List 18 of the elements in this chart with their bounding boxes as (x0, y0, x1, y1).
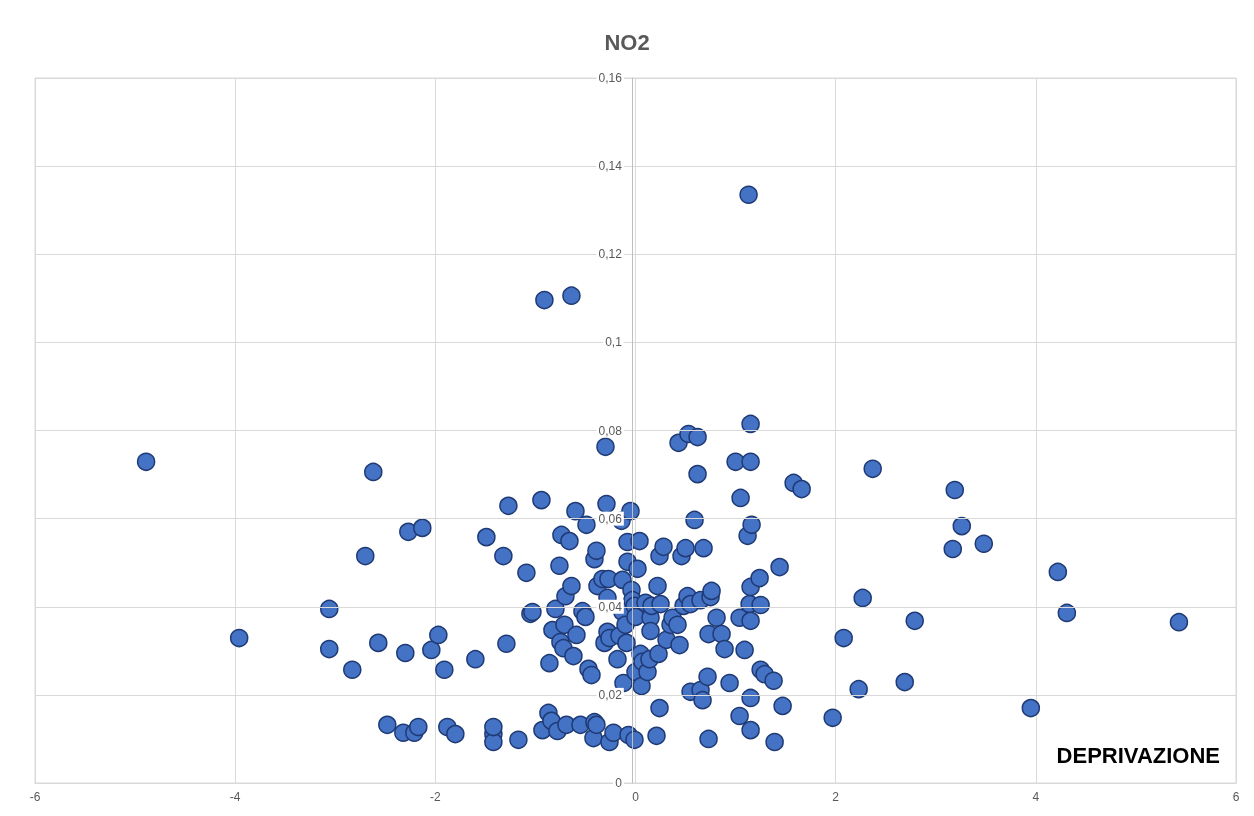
y-tick-label: 0 (615, 776, 623, 790)
y-tick-label: 0,16 (598, 71, 623, 85)
y-tick-label: 0,06 (598, 511, 623, 526)
chart-title: NO2 (604, 29, 650, 55)
x-tick-label: 4 (1032, 790, 1040, 804)
y-tick-label: 0,08 (598, 423, 623, 438)
y-tick-label: 0,14 (598, 159, 623, 174)
y-tick-label: 0,12 (598, 247, 623, 262)
x-tick-label: 0 (632, 790, 640, 804)
x-tick-label: -4 (229, 790, 241, 804)
x-tick-label: 2 (832, 790, 840, 804)
x-tick-label: -6 (29, 790, 41, 804)
x-axis-title: DEPRIVAZIONE (1056, 742, 1220, 768)
y-tick-label: 0,02 (598, 687, 623, 702)
y-tick-label: 0,1 (605, 335, 623, 350)
y-tick-label: 0,04 (598, 599, 623, 614)
x-tick-label: -2 (430, 790, 441, 804)
x-tick-label: 6 (1232, 790, 1240, 804)
